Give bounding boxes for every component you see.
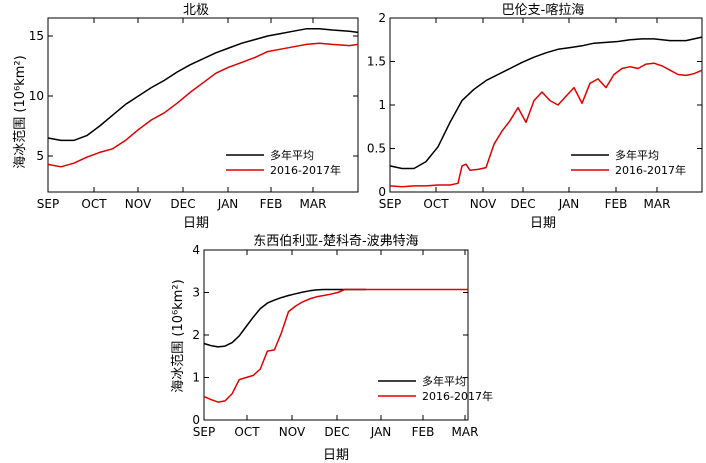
x-tick-label: FEB xyxy=(412,425,435,439)
plot-area: 0 0.5 1 1.5 2 SEP OCT NOV DEC JAN FEB MAR 多年平均2016-2… xyxy=(367,11,703,211)
y-tick-label: 0 xyxy=(378,185,386,199)
y-tick-label: 1 xyxy=(192,371,200,385)
x-tick-label: SEP xyxy=(193,425,215,439)
y-tick-label: 5 xyxy=(36,149,44,163)
y-tick-label: 2 xyxy=(378,11,386,25)
chart-panel-esiberian-chukchi-beaufort: 东西伯利亚-楚科奇-波弗特海 日期 海冰范围 (10⁶km²) 0 1 2 3 4 SEP… xyxy=(171,233,493,463)
x-tick-label: DEC xyxy=(510,197,535,211)
x-axis-label: 日期 xyxy=(530,216,556,231)
x-tick-label: MAR xyxy=(644,197,671,211)
chart-title: 巴伦支-喀拉海 xyxy=(502,2,585,18)
x-tick-label: SEP xyxy=(37,197,59,211)
legend-label: 多年平均 xyxy=(270,148,314,162)
x-tick-label: JAN xyxy=(370,425,392,439)
x-tick-label: JAN xyxy=(217,197,239,211)
chart-panel-arctic: 北极 日期 海冰范围 (10⁶km²) 5 10 15 SEP OCT NOV DEC JAN… xyxy=(13,3,359,231)
legend-label: 2016-2017年 xyxy=(270,163,341,177)
x-tick-label: SEP xyxy=(379,197,401,211)
plot-frame xyxy=(47,17,359,193)
series-line-2016-2017 xyxy=(203,288,468,403)
x-tick-label: DEC xyxy=(170,197,195,211)
x-tick-label: NOV xyxy=(470,197,497,211)
chart-panel-barents-kara: 巴伦支-喀拉海 日期 0 0.5 1 1.5 2 SEP OCT NOV DEC JAN FEB MA… xyxy=(367,2,703,231)
x-tick-label: OCT xyxy=(423,197,449,211)
x-tick-label: JAN xyxy=(558,197,580,211)
y-axis-label: 海冰范围 (10⁶km²) xyxy=(13,55,28,168)
chart-title: 北极 xyxy=(183,3,209,18)
x-tick-label: FEB xyxy=(605,197,628,211)
x-tick-label: DEC xyxy=(324,425,349,439)
chart-title: 东西伯利亚-楚科奇-波弗特海 xyxy=(253,233,418,249)
y-tick-label: 3 xyxy=(192,286,200,300)
y-tick-label: 1.5 xyxy=(367,55,386,69)
series-line-2016-2017 xyxy=(47,42,359,168)
series-line-climatology xyxy=(47,28,359,142)
y-axis-label: 海冰范围 (10⁶km²) xyxy=(171,279,186,392)
x-axis-label: 日期 xyxy=(323,448,349,463)
x-tick-label: FEB xyxy=(260,197,283,211)
x-tick-label: OCT xyxy=(81,197,107,211)
y-tick-label: 0 xyxy=(192,413,200,427)
legend-label: 多年平均 xyxy=(615,148,659,162)
legend-label: 多年平均 xyxy=(422,374,466,388)
y-tick-label: 0.5 xyxy=(367,142,386,156)
x-tick-label: OCT xyxy=(234,425,260,439)
series-line-climatology xyxy=(203,288,366,348)
x-tick-label: NOV xyxy=(279,425,306,439)
series-line-climatology xyxy=(389,36,703,170)
legend-label: 2016-2017年 xyxy=(422,389,493,403)
x-tick-label: MAR xyxy=(300,197,327,211)
y-tick-label: 2 xyxy=(192,328,200,342)
y-tick-label: 1 xyxy=(378,98,386,112)
y-tick-label: 15 xyxy=(29,29,44,43)
y-tick-label: 10 xyxy=(29,89,44,103)
x-tick-label: MAR xyxy=(452,425,479,439)
series-line-2016-2017 xyxy=(389,62,703,188)
legend-label: 2016-2017年 xyxy=(615,163,686,177)
x-axis-label: 日期 xyxy=(183,216,209,231)
x-tick-label: NOV xyxy=(125,197,152,211)
y-tick-label: 4 xyxy=(192,243,200,257)
